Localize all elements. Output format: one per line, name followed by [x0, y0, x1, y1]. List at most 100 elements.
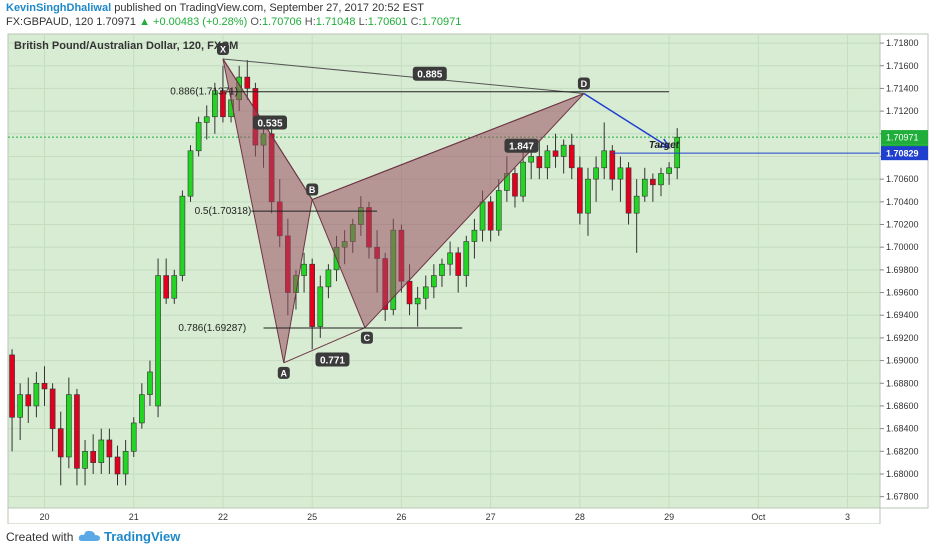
ratio-label-box [412, 66, 447, 81]
target-price-tag [881, 146, 928, 161]
ratio-label-box [504, 138, 539, 153]
candle-body [560, 144, 567, 157]
published-text: published on TradingView.com, September … [111, 2, 425, 14]
candle-body [520, 161, 526, 197]
y-tick-label: 1.71200 [886, 106, 919, 116]
candle-body [33, 382, 40, 407]
candle-body [512, 173, 518, 197]
target-price-tag-text: 1.70829 [886, 149, 919, 159]
candle-body [617, 167, 624, 180]
candle-body [179, 195, 186, 276]
close-label: C: [410, 16, 422, 28]
low-value: 1.70601 [367, 16, 408, 28]
y-tick-label: 1.70000 [886, 242, 919, 252]
author-link[interactable]: KevinSinghDhaliwal [6, 2, 112, 14]
candle-body [495, 190, 502, 231]
candle-body [601, 150, 608, 169]
point-label: C [364, 333, 371, 343]
price-axis-panel [879, 33, 929, 509]
y-tick-label: 1.68400 [886, 424, 919, 434]
footer: Created with TradingView [0, 524, 932, 550]
candle-body [552, 150, 559, 157]
y-tick-label: 1.68600 [886, 401, 919, 411]
symbol-label: FX:GBPAUD, 120 [6, 16, 94, 28]
ratio-label: 1.847 [509, 142, 534, 153]
tradingview-cloud-icon [78, 530, 100, 541]
point-label: X [220, 44, 226, 54]
candle-body [114, 456, 121, 475]
candle-body [455, 252, 462, 276]
x-tick-label: 26 [396, 512, 406, 522]
y-tick-label: 1.68200 [886, 446, 919, 456]
candle-body [25, 394, 32, 407]
ratio-label: 0.885 [417, 70, 442, 81]
candle-body [122, 451, 129, 475]
close-value: 1.70971 [421, 16, 462, 28]
candle-body [593, 167, 599, 180]
candle-body [463, 241, 470, 276]
y-tick-label: 1.68000 [886, 469, 919, 479]
open-label: O: [250, 16, 262, 28]
y-tick-label: 1.69600 [886, 288, 919, 298]
x-tick-label: 3 [845, 512, 850, 522]
created-with-text: Created with [6, 530, 74, 544]
point-label-box [306, 183, 319, 196]
projection-arrow-head [659, 138, 671, 149]
point-label-box [360, 331, 373, 344]
tradingview-brand[interactable]: TradingView [104, 529, 181, 544]
candle-body [536, 156, 543, 169]
candle-body [155, 275, 161, 407]
ratio-label: 0.535 [257, 118, 282, 129]
candle-body [471, 229, 478, 242]
candle-body [577, 167, 583, 214]
candle-body [147, 371, 153, 395]
candle-body [9, 354, 15, 418]
fib-level-label: 0.786(1.69287) [178, 323, 246, 334]
candle-body [447, 252, 453, 265]
bd-line [312, 93, 585, 201]
target-label: Target [649, 140, 680, 151]
ratio-label: 0.771 [320, 355, 345, 366]
point-label-box [277, 366, 290, 379]
point-label: A [281, 368, 288, 378]
x-tick-label: 28 [575, 512, 585, 522]
x-tick-label: 25 [307, 512, 317, 522]
ratio-label-box [315, 352, 350, 367]
y-tick-label: 1.69400 [886, 310, 919, 320]
y-tick-label: 1.67800 [886, 492, 919, 502]
candle-body [203, 116, 210, 123]
candle-body [301, 263, 307, 276]
candle-body [187, 150, 194, 197]
ac-line [283, 327, 366, 364]
candle-body [406, 280, 413, 305]
time-axis[interactable]: 20 21 22 25 26 27 28 29 Oct 3 [7, 507, 881, 524]
x-tick-label: 27 [486, 512, 496, 522]
candle-body [325, 269, 332, 288]
last-price-tag [881, 130, 928, 145]
point-label-box [577, 77, 590, 90]
x-tick-label: Oct [751, 512, 766, 522]
price-axis[interactable]: 1.718001.716001.714001.712001.710001.708… [879, 33, 929, 509]
price-change: ▲ +0.00483 (+0.28%) [139, 16, 248, 28]
candle-body [641, 178, 648, 197]
x-tick-label: 22 [218, 512, 228, 522]
x-tick-label: 29 [664, 512, 674, 522]
chart-title: British Pound/Australian Dollar, 120, FX… [14, 40, 238, 52]
chart-svg[interactable]: British Pound/Australian Dollar, 120, FX… [0, 30, 932, 524]
y-tick-label: 1.69000 [886, 356, 919, 366]
candle-body [212, 90, 218, 118]
candle-body [309, 263, 316, 327]
candle-body [171, 275, 178, 299]
candle-body [244, 76, 251, 89]
y-tick-label: 1.69200 [886, 333, 919, 343]
time-axis-panel [7, 507, 881, 524]
candle-body [487, 201, 494, 231]
candle-body [74, 394, 80, 469]
candle-body [41, 382, 48, 390]
point-label-box [216, 42, 229, 55]
point-label: B [309, 185, 316, 195]
y-tick-label: 1.70200 [886, 220, 919, 230]
candle-body [82, 451, 88, 469]
point-label: D [581, 79, 588, 89]
candle-body [317, 286, 324, 327]
